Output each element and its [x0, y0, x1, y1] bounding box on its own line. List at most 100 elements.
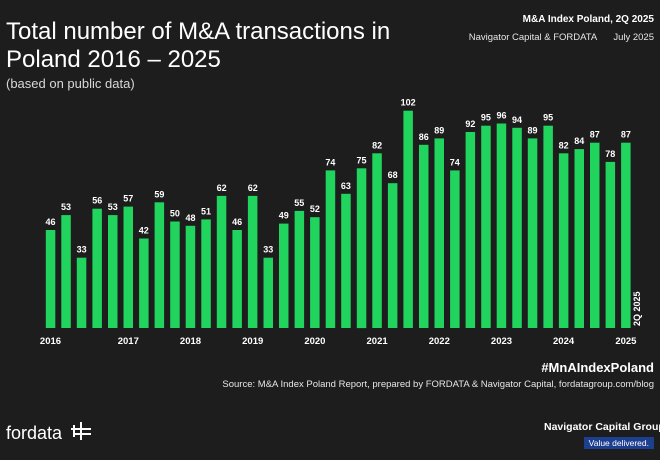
data-label-22: 68 [388, 170, 398, 180]
data-label-6: 42 [139, 226, 149, 236]
bar-35 [590, 142, 600, 328]
data-label-37: 87 [621, 130, 631, 140]
year-label-2018: 2018 [180, 336, 201, 347]
data-label-35: 87 [590, 130, 600, 140]
data-label-27: 92 [465, 119, 475, 129]
bar-11 [216, 195, 227, 328]
bar-2 [76, 257, 87, 328]
bar-1 [61, 215, 71, 328]
data-label-14: 33 [263, 245, 273, 255]
report-authors: Navigator Capital & FORDATA [468, 32, 597, 43]
last-period-label: 2Q 2025 [632, 291, 642, 326]
data-label-10: 51 [201, 206, 211, 216]
data-label-33: 82 [559, 140, 569, 150]
bar-4 [108, 215, 118, 328]
bar-22 [387, 183, 398, 328]
fordata-mark-icon [70, 421, 92, 446]
data-label-4: 53 [108, 202, 118, 212]
data-label-17: 52 [310, 204, 320, 214]
bar-28 [481, 125, 491, 328]
bar-10 [201, 219, 211, 328]
bar-0 [45, 230, 56, 328]
data-label-25: 89 [434, 125, 444, 135]
data-label-0: 46 [45, 217, 55, 227]
bar-32 [543, 125, 553, 328]
brand-name: fordata [6, 423, 63, 443]
data-label-21: 82 [372, 140, 382, 150]
partner-name: Navigator Capital Group [544, 421, 660, 433]
chart-subtitle: (based on public data) [6, 76, 135, 91]
bar-26 [450, 170, 460, 328]
bar-27 [465, 132, 476, 328]
report-date: July 2025 [613, 32, 654, 43]
year-label-2023: 2023 [491, 336, 512, 347]
bar-23 [403, 110, 413, 328]
data-label-16: 55 [294, 198, 304, 208]
data-label-13: 62 [248, 183, 258, 193]
bar-15 [279, 223, 289, 328]
data-label-23: 102 [401, 98, 416, 108]
bar-21 [372, 153, 382, 328]
data-label-18: 74 [325, 157, 335, 167]
bar-12 [232, 230, 242, 328]
bar-24 [419, 144, 429, 328]
bar-29 [496, 123, 507, 328]
fordata-logo: fordata [6, 421, 92, 446]
bar-3 [92, 208, 102, 328]
bar-19 [341, 193, 351, 328]
bar-25 [434, 138, 444, 328]
bar-31 [527, 138, 538, 328]
data-label-32: 95 [543, 113, 553, 123]
report-title: M&A Index Poland, 2Q 2025 [522, 14, 654, 25]
bar-36 [605, 161, 616, 328]
data-label-29: 96 [496, 111, 506, 121]
year-label-2022: 2022 [429, 336, 450, 347]
data-label-2: 33 [77, 245, 87, 255]
bar-33 [558, 153, 569, 328]
data-label-34: 84 [574, 136, 584, 146]
data-label-3: 56 [92, 196, 102, 206]
data-label-30: 94 [512, 115, 522, 125]
year-label-2016: 2016 [40, 336, 61, 347]
year-label-2020: 2020 [304, 336, 325, 347]
bar-5 [123, 206, 133, 328]
data-label-12: 46 [232, 217, 242, 227]
bar-8 [170, 221, 180, 328]
data-label-26: 74 [450, 157, 460, 167]
year-label-2019: 2019 [242, 336, 263, 347]
bar-7 [154, 202, 165, 328]
bar-30 [512, 127, 522, 328]
bar-16 [294, 210, 305, 328]
bar-9 [185, 225, 196, 328]
data-label-1: 53 [61, 202, 71, 212]
year-label-2017: 2017 [118, 336, 139, 347]
bar-20 [356, 168, 367, 329]
data-label-24: 86 [419, 132, 429, 142]
partner-tagline: Value delivered. [583, 437, 654, 449]
year-label-2021: 2021 [367, 336, 389, 347]
data-label-28: 95 [481, 113, 491, 123]
source-note: Source: M&A Index Poland Report, prepare… [222, 379, 654, 390]
data-label-31: 89 [527, 125, 537, 135]
year-label-2024: 2024 [553, 336, 575, 347]
data-label-20: 75 [356, 155, 366, 165]
bar-37 [621, 142, 631, 328]
data-label-11: 62 [217, 183, 227, 193]
data-label-19: 63 [341, 181, 351, 191]
data-label-9: 48 [185, 213, 195, 223]
hashtag: #MnAIndexPoland [541, 360, 654, 375]
data-label-36: 78 [605, 149, 615, 159]
chart-title: Total number of M&A transactions in Pola… [6, 18, 391, 73]
bar-17 [310, 217, 320, 328]
bar-18 [325, 170, 336, 328]
bar-34 [574, 149, 584, 328]
bar-6 [139, 238, 149, 328]
bar-13 [247, 195, 258, 328]
data-label-5: 57 [123, 194, 133, 204]
data-label-15: 49 [279, 211, 289, 221]
year-label-2025: 2025 [615, 336, 637, 347]
data-label-8: 50 [170, 209, 180, 219]
bar-14 [263, 257, 273, 328]
report-meta: Navigator Capital & FORDATA July 2025 [469, 32, 654, 43]
